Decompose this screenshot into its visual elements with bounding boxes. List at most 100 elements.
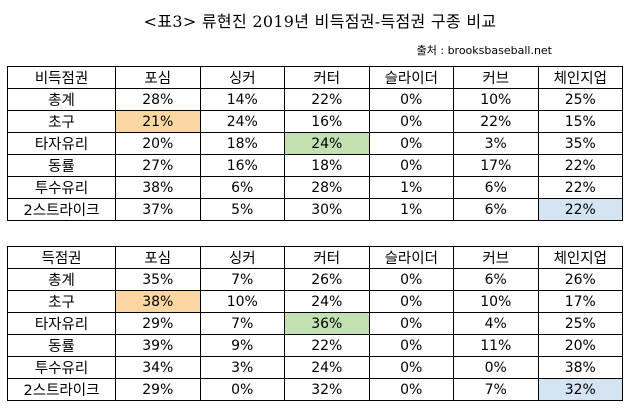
row-label: 투수유리 bbox=[7, 176, 116, 199]
table-header-row: 득점권 포심 싱커 커터 슬라이더 커브 체인지업 bbox=[7, 246, 623, 269]
row-label: 동률 bbox=[7, 154, 116, 177]
table-cell: 17% bbox=[537, 290, 623, 313]
table-cell: 6% bbox=[453, 176, 539, 199]
row-label: 총계 bbox=[7, 88, 116, 111]
table-cell: 6% bbox=[199, 176, 285, 199]
table-cell: 29% bbox=[115, 378, 201, 401]
table-cell: 5% bbox=[199, 198, 285, 221]
row-label: 타자유리 bbox=[7, 132, 116, 155]
table-cell: 10% bbox=[453, 290, 539, 313]
table-cell: 25% bbox=[537, 88, 623, 111]
table-cell: 20% bbox=[537, 334, 623, 357]
table-row: 투수유리 34% 3% 24% 0% 0% 38% bbox=[7, 356, 623, 379]
table-row: 타자유리 20% 18% 24% 0% 3% 35% bbox=[7, 132, 623, 155]
scoring-position-table: 득점권 포심 싱커 커터 슬라이더 커브 체인지업 총계 35% 7% 26% … bbox=[7, 246, 623, 401]
header-cell: 포심 bbox=[115, 246, 201, 269]
row-label: 동률 bbox=[7, 334, 116, 357]
table-cell: 0% bbox=[368, 378, 454, 401]
table-cell: 14% bbox=[199, 88, 285, 111]
table-cell: 0% bbox=[368, 290, 454, 313]
table-cell: 0% bbox=[368, 88, 454, 111]
table-header-row: 비득점권 포심 싱커 커터 슬라이더 커브 체인지업 bbox=[7, 66, 623, 89]
table-cell: 0% bbox=[368, 268, 454, 291]
header-cell: 슬라이더 bbox=[368, 66, 454, 89]
table-cell: 3% bbox=[199, 356, 285, 379]
row-label: 초구 bbox=[7, 290, 116, 313]
header-cell: 커브 bbox=[453, 66, 539, 89]
table-cell: 0% bbox=[453, 356, 539, 379]
header-cell: 싱커 bbox=[199, 66, 285, 89]
table-cell: 35% bbox=[115, 268, 201, 291]
highlighted-cell: 21% bbox=[115, 110, 201, 133]
table-cell: 0% bbox=[368, 356, 454, 379]
table-cell: 28% bbox=[115, 88, 201, 111]
table-row: 2스트라이크 37% 5% 30% 1% 6% 22% bbox=[7, 198, 623, 221]
table-row: 동률 39% 9% 22% 0% 11% 20% bbox=[7, 334, 623, 357]
header-cell: 슬라이더 bbox=[368, 246, 454, 269]
table-cell: 18% bbox=[284, 154, 370, 177]
table-row: 2스트라이크 29% 0% 32% 0% 7% 32% bbox=[7, 378, 623, 401]
table-cell: 0% bbox=[368, 154, 454, 177]
table-cell: 0% bbox=[368, 110, 454, 133]
table-cell: 3% bbox=[453, 132, 539, 155]
table-cell: 24% bbox=[284, 290, 370, 313]
table-cell: 38% bbox=[537, 356, 623, 379]
table-cell: 4% bbox=[453, 312, 539, 335]
table-cell: 16% bbox=[199, 154, 285, 177]
table-cell: 27% bbox=[115, 154, 201, 177]
table-cell: 7% bbox=[199, 268, 285, 291]
table-cell: 28% bbox=[284, 176, 370, 199]
header-cell: 커터 bbox=[284, 246, 370, 269]
table-row: 동률 27% 16% 18% 0% 17% 22% bbox=[7, 154, 623, 177]
table-cell: 26% bbox=[537, 268, 623, 291]
table-row: 초구 21% 24% 16% 0% 22% 15% bbox=[7, 110, 623, 133]
header-cell: 커브 bbox=[453, 246, 539, 269]
highlighted-cell: 24% bbox=[284, 132, 370, 155]
table-cell: 10% bbox=[453, 88, 539, 111]
table-cell: 22% bbox=[284, 88, 370, 111]
table-cell: 22% bbox=[537, 176, 623, 199]
row-label: 투수유리 bbox=[7, 356, 116, 379]
table-cell: 10% bbox=[199, 290, 285, 313]
row-label: 2스트라이크 bbox=[7, 198, 116, 221]
table-cell: 20% bbox=[115, 132, 201, 155]
highlighted-cell: 22% bbox=[537, 198, 623, 221]
table-cell: 6% bbox=[453, 198, 539, 221]
table-cell: 34% bbox=[115, 356, 201, 379]
table-cell: 24% bbox=[199, 110, 285, 133]
table-cell: 6% bbox=[453, 268, 539, 291]
table-cell: 22% bbox=[284, 334, 370, 357]
header-cell: 포심 bbox=[115, 66, 201, 89]
table-cell: 25% bbox=[537, 312, 623, 335]
table-cell: 11% bbox=[453, 334, 539, 357]
header-cell: 득점권 bbox=[7, 246, 116, 269]
table-cell: 39% bbox=[115, 334, 201, 357]
table-cell: 30% bbox=[284, 198, 370, 221]
table-cell: 32% bbox=[284, 378, 370, 401]
table-cell: 24% bbox=[284, 356, 370, 379]
table-cell: 7% bbox=[453, 378, 539, 401]
table-row: 투수유리 38% 6% 28% 1% 6% 22% bbox=[7, 176, 623, 199]
table-cell: 18% bbox=[199, 132, 285, 155]
page-title: <표3> 류현진 2019년 비득점권-득점권 구종 비교 bbox=[143, 12, 497, 31]
table-cell: 1% bbox=[368, 198, 454, 221]
table-cell: 22% bbox=[453, 110, 539, 133]
table-cell: 1% bbox=[368, 176, 454, 199]
table-cell: 29% bbox=[115, 312, 201, 335]
table-cell: 22% bbox=[537, 154, 623, 177]
header-cell: 체인지업 bbox=[537, 246, 623, 269]
table-cell: 0% bbox=[199, 378, 285, 401]
row-label: 2스트라이크 bbox=[7, 378, 116, 401]
table-cell: 26% bbox=[284, 268, 370, 291]
table-cell: 15% bbox=[537, 110, 623, 133]
table-cell: 35% bbox=[537, 132, 623, 155]
header-cell: 비득점권 bbox=[7, 66, 116, 89]
table-cell: 16% bbox=[284, 110, 370, 133]
table-cell: 0% bbox=[368, 312, 454, 335]
table-row: 총계 28% 14% 22% 0% 10% 25% bbox=[7, 88, 623, 111]
highlighted-cell: 32% bbox=[537, 378, 623, 401]
header-cell: 체인지업 bbox=[537, 66, 623, 89]
header-cell: 커터 bbox=[284, 66, 370, 89]
table-cell: 0% bbox=[368, 334, 454, 357]
